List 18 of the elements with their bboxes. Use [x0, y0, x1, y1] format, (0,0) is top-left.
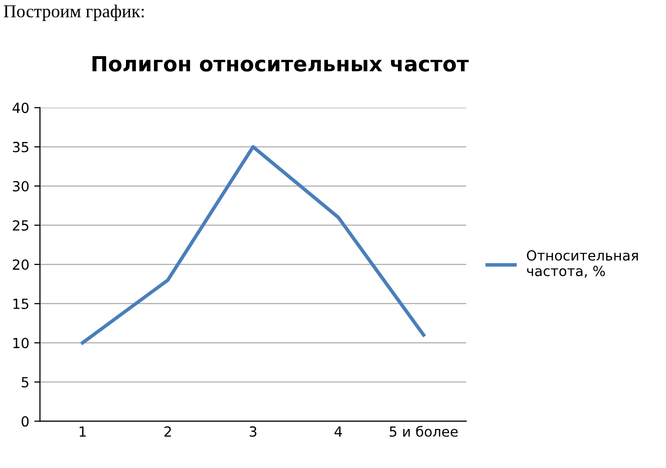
text: Построим график: — [4, 4, 144, 22]
x-tick-label: 1 — [80, 426, 86, 437]
y-tick-label: 25 — [12, 220, 28, 231]
x-tick-label: 5 и более — [390, 426, 458, 437]
x-tick-label: 3 — [250, 426, 256, 437]
y-tick-label: 40 — [12, 102, 29, 114]
chart-title: Полигон относительных частот — [92, 56, 469, 72]
y-tick-label: 5 — [22, 377, 28, 388]
y-tick-label: 15 — [13, 298, 28, 310]
y-tick-label: 30 — [12, 181, 29, 192]
y-tick-label: 20 — [12, 259, 29, 270]
x-tick-label: 4 — [334, 426, 342, 437]
legend-label: Относительная частота, % — [526, 250, 638, 278]
y-tick-label: 0 — [22, 416, 29, 427]
y-tick-label: 10 — [13, 338, 29, 348]
y-tick-label: 35 — [12, 142, 28, 152]
x-tick-label: 2 — [164, 426, 171, 437]
line-series — [80, 145, 426, 345]
